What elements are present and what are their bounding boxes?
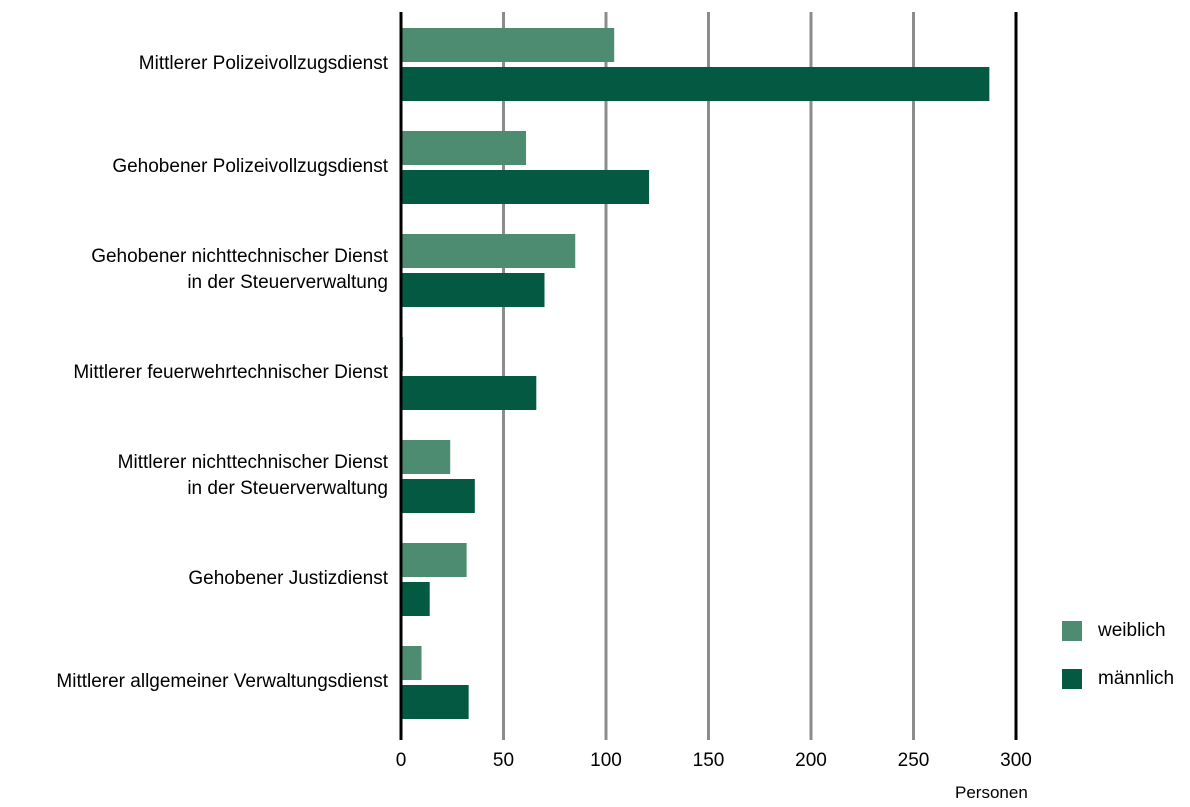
x-tick-label-50: 50 [492, 750, 515, 771]
x-tick-label-250: 250 [897, 750, 930, 771]
x-tick-label-300: 300 [1000, 750, 1032, 771]
bar-weiblich-4 [401, 440, 451, 474]
bar-maennlich-5 [401, 582, 430, 616]
x-tick-label-200: 200 [795, 750, 827, 771]
x-tick-label-0: 0 [395, 750, 407, 771]
category-label-3: Mittlerer feuerwehrtechnischer Dienst [73, 360, 388, 386]
bar-maennlich-4 [401, 479, 475, 513]
x-tick-label-100: 100 [590, 750, 622, 771]
x-axis-label: Personen [955, 783, 1028, 802]
category-label-line: in der Steuerverwaltung [187, 478, 388, 499]
category-label-line: Gehobener nichttechnischer Dienst [91, 246, 388, 267]
bar-maennlich-6 [401, 685, 469, 719]
category-label-line: Gehobener Justizdienst [188, 568, 388, 589]
bar-weiblich-2 [401, 234, 576, 268]
bar-weiblich-5 [401, 543, 467, 577]
category-label-1: Gehobener Polizeivollzugsdienst [112, 154, 388, 180]
bar-maennlich-2 [401, 273, 545, 307]
legend-swatch [1062, 669, 1082, 689]
legend-swatch [1062, 621, 1082, 641]
category-label-line: Mittlerer feuerwehrtechnischer Dienst [73, 362, 388, 383]
category-label-0: Mittlerer Polizeivollzugsdienst [139, 51, 388, 77]
bar-maennlich-3 [401, 376, 537, 410]
bar-weiblich-6 [401, 646, 422, 680]
bar-weiblich-1 [401, 131, 527, 165]
gridlines [502, 12, 915, 740]
bars [401, 28, 990, 719]
category-label-2: Gehobener nichttechnischer Dienst in der … [91, 244, 388, 296]
bar-maennlich-1 [401, 170, 650, 204]
legend-label: männlich [1098, 668, 1175, 689]
x-tick-label-150: 150 [692, 750, 725, 771]
category-label-line: in der Steuerverwaltung [187, 272, 388, 293]
category-label-6: Mittlerer allgemeiner Verwaltungsdienst [56, 669, 388, 695]
bar-weiblich-0 [401, 28, 615, 62]
axes [399, 12, 1018, 740]
category-label-4: Mittlerer nichttechnischer Dienst in der … [118, 450, 388, 502]
category-label-line: Mittlerer Polizeivollzugsdienst [138, 53, 388, 74]
category-label-line: Mittlerer allgemeiner Verwaltungsdienst [56, 671, 388, 692]
bar-maennlich-0 [401, 67, 990, 101]
category-label-line: Gehobener Polizeivollzugsdienst [112, 156, 388, 177]
category-label-line: Mittlerer nichttechnischer Dienst [117, 452, 388, 473]
legend-label: weiblich [1098, 620, 1166, 641]
category-label-5: Gehobener Justizdienst [188, 566, 388, 592]
